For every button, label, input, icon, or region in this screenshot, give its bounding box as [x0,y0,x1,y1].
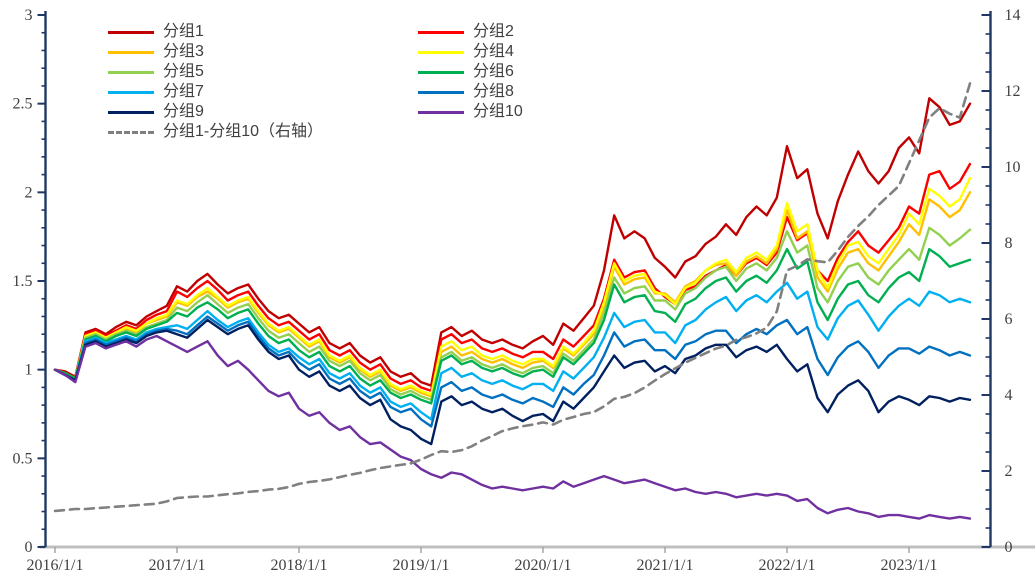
right-axis-tick-label: 0 [1005,539,1013,556]
series-line-group9 [53,318,972,446]
x-axis-tick-label: 2019/1/1 [393,557,450,574]
series-line-group5 [53,226,972,401]
left-axis-tick-label: 3 [25,7,33,24]
x-axis-tick-label: 2017/1/1 [149,557,206,574]
right-axis-tick-label: 12 [1005,83,1021,100]
left-axis-tick-label: 1 [25,362,33,379]
right-axis-tick-label: 8 [1005,235,1013,252]
x-axis-tick-label: 2022/1/1 [759,557,816,574]
x-axis-tick-label: 2021/1/1 [637,557,694,574]
left-axis-tick-label: 2.5 [13,96,33,113]
series-line-group8 [53,315,972,428]
series-line-group1-over-group10 [53,82,972,513]
x-axis-tick-label: 2020/1/1 [515,557,572,574]
series-line-group3 [53,191,972,398]
series-line-group10 [53,334,972,520]
right-axis-tick-label: 2 [1005,463,1013,480]
left-axis-tick-label: 0.5 [13,450,33,467]
x-axis-tick-label: 2016/1/1 [27,557,84,574]
x-axis-tick-label: 2023/1/1 [881,557,938,574]
left-axis-tick-label: 2 [25,184,33,201]
series-line-group4 [53,176,972,396]
left-axis-tick-label: 1.5 [13,273,33,290]
right-axis-tick-label: 4 [1005,387,1013,404]
series-line-group1 [53,97,972,387]
right-axis-tick-label: 14 [1005,7,1021,24]
left-axis-tick-label: 0 [25,539,33,556]
right-axis-tick-label: 6 [1005,311,1013,328]
right-axis-tick-label: 10 [1005,159,1021,176]
x-axis-tick-label: 2018/1/1 [271,557,328,574]
series-line-group7 [53,281,972,421]
series-line-group6 [53,247,972,405]
